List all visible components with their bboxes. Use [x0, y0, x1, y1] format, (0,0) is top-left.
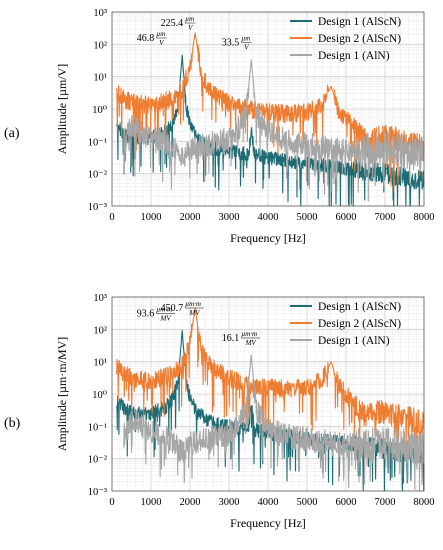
- peak-value: 33.5: [222, 38, 240, 49]
- peak-annotation: 450.7 µm·mMV: [161, 300, 204, 317]
- peak-value: 46.8: [137, 33, 155, 44]
- peak-annotation: 225.4 µmV: [161, 15, 196, 32]
- x-axis-label: Frequency [Hz]: [230, 231, 306, 245]
- y-tick-label: 10⁻²: [88, 455, 107, 466]
- peak-unit-numerator: µm: [185, 15, 194, 23]
- peak-value: 450.7: [161, 303, 184, 314]
- y-tick-label: 10²: [93, 40, 107, 51]
- x-tick-label: 1000: [141, 497, 162, 508]
- chart-panel-a: 0 1000 2000 3000 4000 5000 6000 7000 8000 10⁻³ 10⁻…: [4, 8, 435, 245]
- x-tick-label: 3000: [219, 497, 240, 508]
- legend-entry: Design 2 (AlScN): [318, 33, 401, 45]
- peak-unit-denominator: V: [159, 39, 164, 47]
- y-tick-label: 10⁻¹: [88, 422, 107, 433]
- peak-value: 225.4: [161, 18, 184, 29]
- y-tick-label: 10⁰: [92, 105, 107, 116]
- series-line-2: [116, 32, 425, 192]
- y-tick-label: 10¹: [93, 73, 107, 84]
- peak-annotation: 46.8 µmV: [137, 30, 167, 47]
- series-line-3: [123, 59, 425, 202]
- peak-unit-numerator: µm: [156, 30, 165, 38]
- x-tick-label: 5000: [297, 212, 318, 223]
- y-tick-label: 10³: [93, 8, 107, 19]
- legend-entry: Design 2 (AlScN): [318, 318, 401, 330]
- x-tick-label: 6000: [336, 497, 357, 508]
- x-axis-label: Frequency [Hz]: [230, 516, 306, 530]
- x-tick-label: 7000: [375, 497, 396, 508]
- x-tick-label: 0: [109, 497, 114, 508]
- x-tick-label: 2000: [180, 497, 201, 508]
- x-tick-label: 6000: [336, 212, 357, 223]
- x-tick-label: 7000: [375, 212, 396, 223]
- x-tick-label: 8000: [414, 497, 435, 508]
- panel-label: (a): [4, 126, 20, 141]
- y-tick-label: 10¹: [93, 358, 107, 369]
- y-tick-label: 10⁻³: [88, 202, 107, 213]
- legend: Design 1 (AlScN) Design 2 (AlScN) Design 1…: [290, 301, 401, 347]
- y-tick-label: 10⁰: [92, 390, 107, 401]
- series-line-2: [116, 307, 425, 471]
- x-tick-label: 8000: [414, 212, 435, 223]
- legend-entry: Design 1 (AlScN): [318, 16, 401, 28]
- peak-unit-denominator: V: [244, 44, 249, 52]
- y-axis-label: Amplitude [µm/V]: [55, 64, 69, 155]
- y-axis-label: Amplitude [µm·m/MV]: [55, 337, 69, 452]
- y-tick-label: 10³: [93, 293, 107, 304]
- peak-unit-numerator: µm: [241, 35, 250, 43]
- x-tick-label: 4000: [258, 497, 279, 508]
- x-tick-label: 1000: [141, 212, 162, 223]
- peak-unit-numerator: µm·m: [241, 330, 257, 338]
- series-line-3: [123, 354, 425, 492]
- chart-panel-b: 0 1000 2000 3000 4000 5000 6000 7000 8000 10⁻³ 10⁻…: [4, 293, 435, 530]
- x-tick-label: 5000: [297, 497, 318, 508]
- peak-unit-denominator: MV: [188, 309, 200, 317]
- y-tick-label: 10²: [93, 325, 107, 336]
- peak-value: 93.6: [137, 308, 155, 319]
- legend-entry: Design 1 (AlScN): [318, 301, 401, 313]
- legend: Design 1 (AlScN) Design 2 (AlScN) Design 1…: [290, 16, 401, 62]
- peak-unit-denominator: V: [188, 24, 193, 32]
- legend-entry: Design 1 (AlN): [318, 50, 390, 62]
- plot-frame: [111, 11, 425, 207]
- y-tick-label: 10⁻³: [88, 487, 107, 498]
- plot-frame: [111, 296, 425, 492]
- series-line-1: [116, 54, 425, 207]
- x-tick-label: 4000: [258, 212, 279, 223]
- peak-annotation: 93.6 µm·mMV: [137, 305, 175, 322]
- y-tick-label: 10⁻²: [88, 170, 107, 181]
- peak-unit-numerator: µm·m: [156, 305, 172, 313]
- panel-label: (b): [4, 416, 21, 431]
- peak-unit-numerator: µm·m: [185, 300, 201, 308]
- peak-unit-denominator: MV: [245, 339, 257, 347]
- legend-entry: Design 1 (AlN): [318, 335, 390, 347]
- x-tick-label: 0: [109, 212, 114, 223]
- peak-annotation: 33.5 µmV: [222, 35, 252, 52]
- peak-annotation: 16.1 µm·mMV: [222, 330, 261, 347]
- peak-value: 16.1: [222, 333, 240, 344]
- peak-unit-denominator: MV: [160, 314, 172, 322]
- x-tick-label: 3000: [219, 212, 240, 223]
- y-tick-label: 10⁻¹: [88, 137, 107, 148]
- x-tick-label: 2000: [180, 212, 201, 223]
